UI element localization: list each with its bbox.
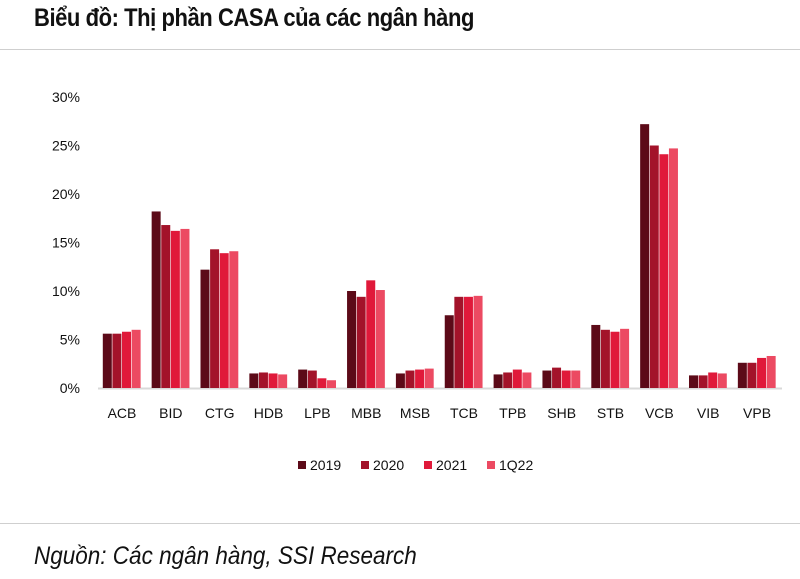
x-tick-label: STB: [597, 405, 624, 421]
bar-ctg-1q22: [229, 251, 239, 388]
bar-bid-2019: [151, 211, 161, 388]
bar-mbb-1q22: [375, 290, 385, 388]
bar-acb-2020: [112, 333, 122, 388]
bar-shb-2021: [561, 370, 571, 388]
legend-label: 1Q22: [499, 457, 533, 473]
bar-hdb-2021: [268, 373, 278, 388]
bar-vpb-2020: [747, 362, 757, 388]
x-tick-label: ACB: [108, 405, 137, 421]
bar-stb-2021: [610, 331, 620, 388]
bar-lpb-2019: [298, 369, 308, 388]
bar-ctg-2021: [219, 253, 229, 388]
bar-shb-2020: [552, 367, 562, 388]
bar-mbb-2021: [366, 280, 376, 388]
bar-tcb-2020: [454, 296, 464, 388]
bar-vib-1q22: [717, 373, 727, 388]
bar-stb-1q22: [620, 328, 630, 388]
bar-tpb-1q22: [522, 372, 532, 388]
bar-vpb-1q22: [766, 355, 776, 388]
bar-hdb-2020: [258, 372, 268, 388]
bar-vib-2021: [708, 372, 718, 388]
footer-divider: [0, 523, 800, 524]
bar-msb-2019: [395, 373, 405, 388]
x-tick-label: VPB: [743, 405, 771, 421]
bar-vpb-2021: [757, 357, 767, 388]
x-tick-label: SHB: [547, 405, 576, 421]
bar-bid-2021: [170, 230, 180, 388]
bar-acb-2019: [102, 333, 112, 388]
bar-tcb-2019: [444, 315, 454, 388]
bar-vcb-2020: [649, 145, 659, 388]
legend-swatch-2021: [424, 461, 432, 469]
chart-title: Biểu đồ: Thị phần CASA của các ngân hàng: [34, 4, 474, 32]
bar-vpb-2019: [737, 362, 747, 388]
x-tick-label: MSB: [400, 405, 430, 421]
bar-lpb-1q22: [327, 380, 336, 388]
legend-label: 2020: [373, 457, 404, 473]
bar-shb-1q22: [571, 370, 581, 388]
bar-lpb-2020: [307, 370, 317, 388]
bar-shb-2019: [542, 370, 552, 388]
source-note: Nguồn: Các ngân hàng, SSI Research: [34, 542, 417, 570]
y-tick-label: 25%: [52, 138, 80, 154]
bar-vib-2019: [689, 375, 698, 388]
legend-swatch-2019: [298, 461, 306, 469]
y-tick-label: 15%: [52, 235, 80, 251]
bar-stb-2020: [600, 329, 610, 388]
bar-msb-2021: [415, 369, 425, 388]
y-tick-label: 10%: [52, 283, 80, 299]
x-tick-label: LPB: [304, 405, 330, 421]
bar-hdb-1q22: [278, 374, 288, 388]
y-tick-label: 0%: [60, 380, 80, 396]
bar-mbb-2020: [356, 296, 366, 388]
legend-label: 2021: [436, 457, 467, 473]
x-tick-label: CTG: [205, 405, 235, 421]
y-tick-label: 20%: [52, 186, 80, 202]
bar-acb-2021: [122, 331, 131, 388]
bar-chart: 0% 5% 10% 15% 20% 25% 30% ACB BID CTG HDB LPB MBB MSB…: [52, 89, 782, 473]
legend-swatch-2020: [361, 461, 369, 469]
title-divider: [0, 49, 800, 50]
bar-msb-2020: [405, 370, 415, 388]
bar-stb-2019: [591, 324, 601, 388]
x-tick-label: VIB: [697, 405, 720, 421]
x-tick-label: TPB: [499, 405, 526, 421]
bar-vcb-2019: [640, 124, 650, 388]
x-tick-label: HDB: [254, 405, 284, 421]
bar-ctg-2020: [210, 249, 220, 388]
bar-mbb-2019: [347, 291, 357, 388]
legend-swatch-1q22: [487, 461, 495, 469]
x-tick-label: VCB: [645, 405, 674, 421]
bar-tcb-2021: [463, 296, 473, 388]
bar-tpb-2021: [512, 369, 522, 388]
bar-lpb-2021: [317, 378, 327, 388]
x-tick-label: MBB: [351, 405, 381, 421]
x-tick-label: TCB: [450, 405, 478, 421]
bar-tpb-2020: [503, 372, 513, 388]
bar-acb-1q22: [131, 329, 141, 388]
bar-tpb-2019: [493, 374, 503, 388]
y-tick-label: 5%: [60, 332, 80, 348]
bar-tcb-1q22: [473, 295, 483, 388]
bar-vcb-1q22: [668, 148, 678, 388]
bar-ctg-2019: [200, 269, 210, 388]
x-tick-label: BID: [159, 405, 182, 421]
bar-bid-1q22: [180, 228, 190, 388]
bar-vcb-2021: [659, 154, 669, 388]
bar-msb-1q22: [424, 368, 434, 388]
legend-label: 2019: [310, 457, 341, 473]
bar-bid-2020: [161, 225, 171, 388]
y-tick-label: 30%: [52, 89, 80, 105]
bar-vib-2020: [698, 375, 708, 388]
bar-hdb-2019: [249, 373, 259, 388]
